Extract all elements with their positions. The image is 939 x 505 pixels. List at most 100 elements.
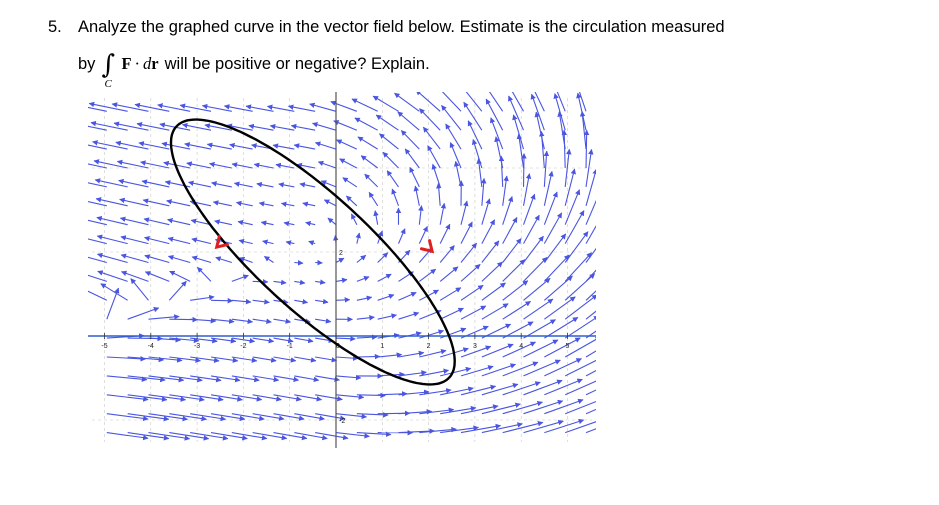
field-arrow [377, 293, 395, 301]
field-arrow [419, 108, 441, 131]
field-arrow [544, 296, 576, 320]
field-arrow [88, 101, 128, 112]
field-arrow [502, 420, 544, 434]
field-arrow [106, 394, 149, 402]
field-arrow [364, 173, 379, 188]
field-arrow [136, 121, 170, 131]
field-arrow [480, 177, 487, 206]
field-arrow [342, 177, 358, 188]
field-arrow [481, 198, 491, 225]
field-arrow [481, 261, 503, 282]
field-arrow [231, 274, 249, 282]
field-arrow [88, 163, 107, 169]
field-arrow [191, 237, 212, 245]
field-arrow [190, 317, 217, 324]
field-arrow [502, 175, 509, 206]
field-arrow [386, 170, 399, 188]
field-arrow [564, 231, 589, 263]
field-arrow [231, 298, 252, 305]
field-arrow [142, 198, 170, 207]
field-arrow [184, 142, 212, 150]
field-arrow [481, 219, 496, 244]
field-arrow [564, 168, 577, 206]
orientation-arrow [214, 234, 229, 250]
field-arrow [88, 274, 107, 282]
field-arrow [356, 392, 386, 399]
field-arrow [543, 191, 558, 225]
field-arrow [397, 228, 406, 244]
field-arrow [141, 179, 170, 188]
field-arrow [294, 394, 323, 402]
field-arrow [356, 334, 378, 340]
field-arrow [119, 216, 149, 226]
field-arrow [169, 394, 205, 402]
field-arrow [422, 126, 441, 150]
field-arrow [88, 219, 107, 226]
field-arrow [481, 343, 514, 358]
field-arrow [169, 375, 203, 383]
field-arrow [355, 232, 361, 244]
field-arrow [233, 181, 253, 188]
field-arrow [252, 375, 280, 383]
field-arrow [481, 240, 500, 263]
field-arrow [169, 356, 201, 363]
field-arrow [335, 297, 351, 303]
field-arrow [140, 160, 170, 169]
field-arrow [511, 92, 524, 112]
field-arrow [502, 280, 529, 301]
field-arrow [88, 144, 107, 150]
field-arrow [315, 356, 338, 363]
field-arrow [120, 270, 149, 282]
field-arrow [302, 201, 316, 207]
field-arrow [190, 356, 220, 363]
field-arrow [523, 339, 559, 358]
field-arrow [294, 375, 320, 383]
field-arrow [231, 356, 258, 363]
field-arrow [148, 394, 187, 402]
field-arrow [106, 375, 148, 382]
field-arrow [237, 219, 253, 226]
field-arrow [419, 407, 455, 415]
field-arrow [398, 370, 427, 377]
field-arrow [585, 408, 596, 415]
field-arrow [523, 379, 563, 396]
field-arrow [190, 218, 212, 226]
field-arrow [494, 136, 504, 169]
field-arrow [439, 266, 459, 282]
field-arrow [266, 104, 295, 112]
field-arrow [127, 375, 166, 383]
x-tick-label: -2 [240, 343, 246, 350]
question-text-line-2: will be positive or negative? Explain. [164, 55, 430, 73]
field-arrow [379, 133, 399, 150]
field-arrow [330, 100, 358, 112]
field-arrow [118, 178, 149, 188]
field-arrow [253, 162, 274, 169]
integrand-field-F: F [121, 54, 132, 73]
field-arrow [272, 143, 295, 150]
field-arrow [356, 431, 392, 437]
field-arrow [437, 92, 462, 112]
field-arrow [585, 199, 596, 225]
field-arrow [287, 104, 316, 112]
field-arrow [419, 289, 439, 301]
field-arrow [92, 140, 128, 150]
field-arrow [441, 104, 462, 131]
field-arrow [294, 356, 317, 363]
field-arrow [138, 141, 170, 150]
field-arrow [418, 225, 428, 244]
field-arrow [377, 352, 403, 358]
field-arrow [186, 161, 212, 169]
field-arrow [231, 162, 253, 169]
field-arrow [415, 92, 441, 112]
field-arrow [543, 254, 570, 282]
field-arrow [436, 182, 442, 206]
field-arrow [209, 161, 232, 169]
field-arrow [283, 220, 295, 227]
x-tick-label: 1 [380, 343, 384, 350]
field-arrow [210, 318, 235, 324]
field-arrow [564, 400, 596, 415]
field-arrow [553, 93, 566, 131]
field-arrow [169, 432, 210, 441]
field-arrow [94, 178, 128, 188]
field-arrow [167, 236, 191, 245]
